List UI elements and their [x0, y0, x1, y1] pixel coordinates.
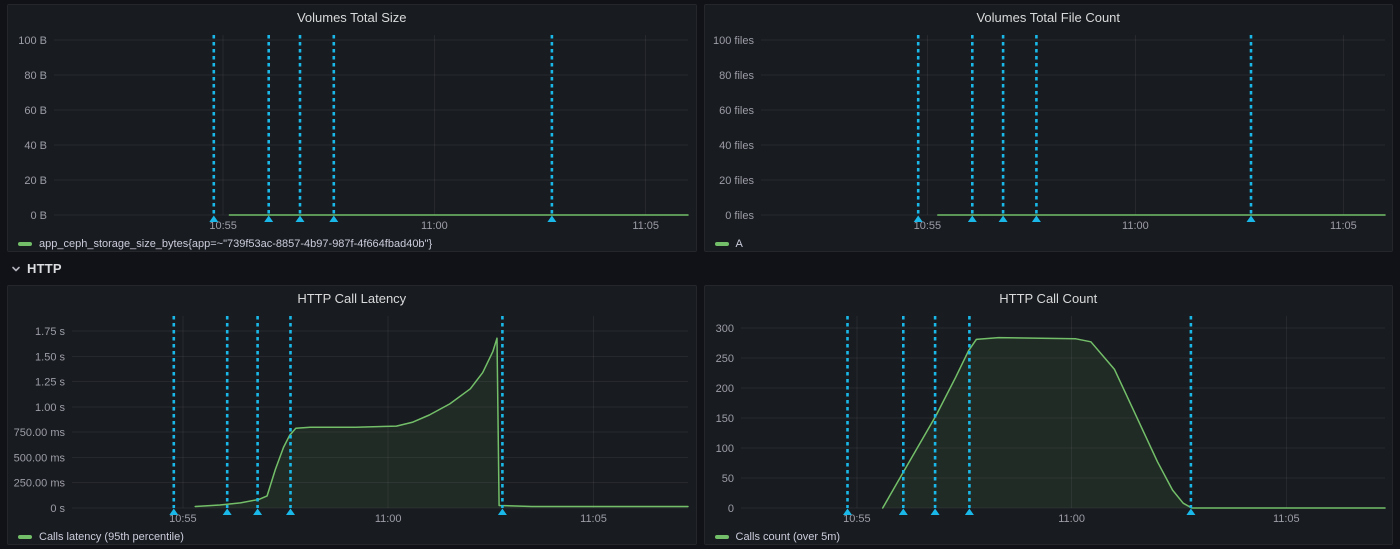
legend-item[interactable]: Calls count (over 5m): [705, 529, 1393, 544]
svg-text:20 files: 20 files: [719, 175, 754, 187]
panel-title-http-call-count[interactable]: HTTP Call Count: [999, 291, 1098, 306]
volumes-total-file-count-chart[interactable]: 0 files 20 files 40 files 60 files 80 files 1…: [705, 31, 1393, 236]
svg-text:100: 100: [715, 443, 733, 455]
chevron-down-icon: [9, 262, 23, 276]
svg-text:10:55: 10:55: [913, 220, 941, 231]
series-color-swatch: [714, 534, 729, 539]
series-color-swatch: [18, 534, 32, 539]
http-call-latency-chart[interactable]: 0 s 250.00 ms 500.00 ms 750.00 ms 1.00 s 1.25…: [8, 312, 696, 529]
svg-text:1.25 s: 1.25 s: [35, 377, 65, 389]
series-color-swatch: [714, 241, 729, 246]
row-title: HTTP: [27, 261, 62, 276]
bottom-panel-row: HTTP Call Latency 0 s 250.00 ms 500.00 ms 7…: [7, 285, 1393, 545]
panel-title-volumes-total-file-count[interactable]: Volumes Total File Count: [976, 10, 1121, 25]
svg-text:11:00: 11:00: [1122, 220, 1149, 231]
panel-title-volumes-total-size[interactable]: Volumes Total Size: [296, 10, 407, 25]
svg-text:11:00: 11:00: [375, 513, 402, 524]
panel-http-call-latency: HTTP Call Latency 0 s 250.00 ms 500.00 ms 7…: [7, 285, 697, 545]
svg-text:1.00 s: 1.00 s: [35, 402, 65, 414]
legend-item[interactable]: app_ceph_storage_size_bytes{app=~"739f53…: [8, 236, 696, 251]
svg-text:150: 150: [715, 413, 733, 425]
svg-text:10:55: 10:55: [209, 220, 237, 231]
svg-text:50: 50: [721, 473, 733, 485]
svg-text:11:05: 11:05: [1272, 513, 1299, 524]
svg-text:750.00 ms: 750.00 ms: [14, 427, 66, 439]
svg-text:80 B: 80 B: [24, 70, 47, 82]
svg-text:200: 200: [715, 383, 733, 395]
panel-volumes-total-file-count: Volumes Total File Count 0 files 20 files…: [703, 4, 1393, 252]
legend-label: Calls latency (95th percentile): [39, 530, 184, 543]
svg-text:1.50 s: 1.50 s: [35, 351, 65, 363]
series-color-swatch: [18, 241, 32, 246]
svg-text:0 B: 0 B: [30, 210, 47, 222]
svg-text:0 s: 0 s: [50, 503, 65, 515]
svg-text:11:00: 11:00: [421, 220, 448, 231]
svg-text:20 B: 20 B: [24, 175, 47, 187]
http-call-count-chart[interactable]: 0 50 100 150 200 250 300 10:55 11:00 11:05: [705, 312, 1393, 529]
svg-text:11:05: 11:05: [580, 513, 607, 524]
volumes-total-size-chart[interactable]: 0 B 20 B 40 B 60 B 80 B 100 B 10:55 11:00 11:05: [8, 31, 696, 236]
svg-text:40 files: 40 files: [719, 140, 754, 152]
svg-text:250.00 ms: 250.00 ms: [14, 478, 66, 490]
panel-volumes-total-size: Volumes Total Size 0 B 20 B 40 B 60 B 80 B 10…: [7, 4, 697, 252]
svg-text:0: 0: [727, 503, 733, 515]
legend-label: Calls count (over 5m): [735, 530, 841, 543]
panel-title-http-call-latency[interactable]: HTTP Call Latency: [297, 291, 407, 306]
top-panel-row: Volumes Total Size 0 B 20 B 40 B 60 B 80 B 10…: [7, 4, 1393, 252]
panel-http-call-count: HTTP Call Count 0 50 100 150 200 250 300 10:55 1…: [703, 285, 1393, 545]
svg-text:10:55: 10:55: [169, 513, 197, 524]
svg-text:0 files: 0 files: [725, 210, 754, 222]
legend-label: app_ceph_storage_size_bytes{app=~"739f53…: [39, 237, 433, 250]
svg-text:11:05: 11:05: [632, 220, 659, 231]
svg-text:11:05: 11:05: [1330, 220, 1357, 231]
svg-text:80 files: 80 files: [719, 70, 754, 82]
svg-text:500.00 ms: 500.00 ms: [14, 453, 66, 465]
svg-text:1.75 s: 1.75 s: [35, 326, 65, 338]
svg-text:100 B: 100 B: [18, 35, 47, 47]
svg-text:40 B: 40 B: [24, 140, 47, 152]
svg-text:60 B: 60 B: [24, 105, 47, 117]
svg-text:100 files: 100 files: [713, 35, 754, 47]
svg-text:300: 300: [715, 323, 733, 335]
row-toggle-http[interactable]: HTTP: [7, 252, 1393, 285]
svg-text:250: 250: [715, 353, 733, 365]
legend-item[interactable]: A: [705, 236, 1393, 251]
svg-text:11:00: 11:00: [1058, 513, 1085, 524]
legend-label: A: [735, 237, 743, 250]
legend-item[interactable]: Calls latency (95th percentile): [8, 529, 696, 544]
svg-text:10:55: 10:55: [843, 513, 871, 524]
svg-text:60 files: 60 files: [719, 105, 754, 117]
